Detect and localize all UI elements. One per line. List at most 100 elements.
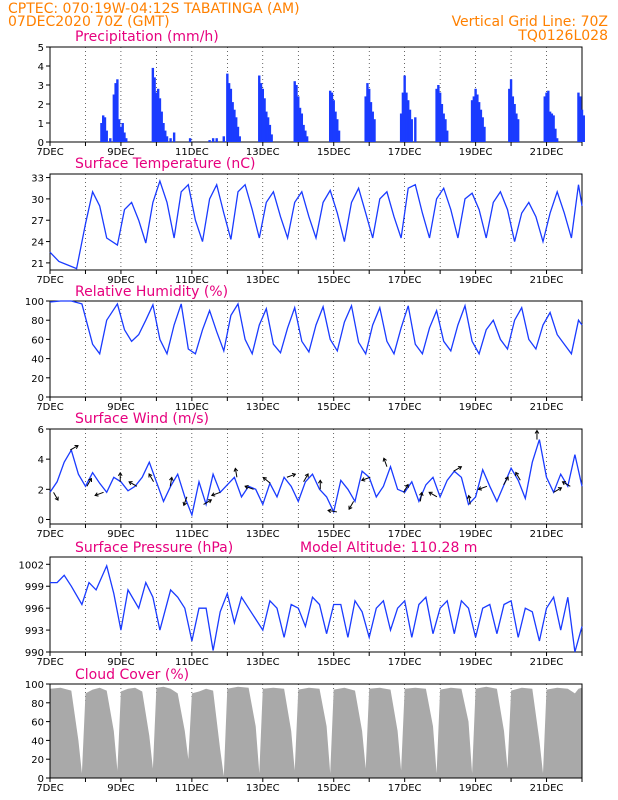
wind-arrow <box>203 499 212 505</box>
precip-ytick-label: 2 <box>38 100 44 111</box>
precip-bar <box>155 92 158 142</box>
pressure-title: Surface Pressure (hPa) <box>75 540 233 556</box>
pressure-xtick-label: 19DEC <box>459 657 493 668</box>
wind-arrowhead <box>94 492 99 497</box>
wind-arrowhead <box>360 477 366 482</box>
panel-cloud-cover: Cloud Cover (%) 0 20 40 60 80 100 7DEC 9DEC 11DE… <box>25 667 583 794</box>
wind-arrowhead <box>233 467 239 472</box>
precip-xtick-label: 15DEC <box>317 147 351 158</box>
precip-bar <box>328 90 332 142</box>
precip-bar <box>401 92 405 142</box>
precip-xtick-label: 11DEC <box>175 147 209 158</box>
temperature-ytick-label: 21 <box>31 259 44 270</box>
wind-xtick-label: 19DEC <box>459 529 493 540</box>
wind-arrow <box>468 495 471 505</box>
wind-arrowhead <box>304 473 309 478</box>
humidity-xtick-label: 13DEC <box>246 402 280 413</box>
wind-arrowhead <box>291 472 297 478</box>
precip-bar <box>414 117 417 142</box>
wind-arrow <box>383 458 388 467</box>
temperature-title: Surface Temperature (nC) <box>75 156 256 172</box>
precip-bar <box>479 109 483 142</box>
precip-bar <box>440 104 444 142</box>
temperature-series-line <box>49 179 583 270</box>
temperature-xtick-label: 15DEC <box>317 275 351 286</box>
precip-bar <box>270 134 273 142</box>
precip-bar <box>259 83 263 142</box>
wind-arrowhead <box>561 481 567 486</box>
wind-series-line <box>49 439 583 518</box>
pressure-xtick-label: 9DEC <box>107 657 134 668</box>
wind-ytick-label: 0 <box>38 515 44 526</box>
wind-arrowhead <box>74 444 79 449</box>
cloud-cover-title: Cloud Cover (%) <box>75 667 189 683</box>
precip-bar <box>516 119 520 142</box>
precip-bar <box>474 88 477 142</box>
wind-arrow <box>303 473 309 483</box>
wind-xtick-label: 11DEC <box>175 529 209 540</box>
wind-ytick-label: 4 <box>38 455 44 466</box>
precip-bar <box>297 96 300 142</box>
precipitation-title: Precipitation (mm/h) <box>75 29 219 45</box>
precip-bar <box>373 119 376 142</box>
wind-arrow <box>244 485 254 490</box>
precip-bar <box>403 75 406 142</box>
precip-bar <box>580 109 584 142</box>
cloud-cover-area <box>50 686 582 778</box>
temperature-ytick-label: 24 <box>31 238 44 249</box>
precip-bar <box>100 123 103 142</box>
wind-arrowhead <box>262 476 267 481</box>
precip-bar <box>302 124 305 142</box>
humidity-xtick-label: 17DEC <box>388 402 422 413</box>
pressure-xtick-label: 13DEC <box>246 657 280 668</box>
wind-frame <box>49 428 583 525</box>
humidity-ytick-label: 60 <box>31 335 44 346</box>
precip-bar <box>125 138 128 142</box>
cloud-xtick-label: 19DEC <box>459 783 493 794</box>
wind-arrow <box>503 476 509 486</box>
precip-xtick-label: 9DEC <box>107 147 134 158</box>
header-run-date: 07DEC2020 70Z (GMT) <box>8 14 170 30</box>
precip-bar <box>112 94 116 142</box>
wind-arrowhead <box>419 491 424 496</box>
precip-bar <box>235 117 238 142</box>
precip-bar <box>508 88 511 142</box>
temperature-xtick-label: 7DEC <box>36 275 63 286</box>
precip-bar <box>222 136 225 142</box>
cloud-xtick-label: 13DEC <box>246 783 280 794</box>
precip-bar <box>582 115 585 142</box>
temperature-ytick-label: 27 <box>31 216 44 227</box>
precip-bar <box>577 92 580 142</box>
cloud-xtick-label: 7DEC <box>36 783 63 794</box>
precip-bar <box>399 113 403 142</box>
precip-ytick-label: 0 <box>38 138 44 149</box>
precip-bar <box>336 119 339 142</box>
precip-bar <box>169 138 172 142</box>
pressure-ytick-label: 999 <box>25 582 44 593</box>
wind-arrowhead <box>404 483 409 489</box>
wind-arrow <box>286 473 296 478</box>
cloud-frame-top <box>49 683 583 779</box>
wind-xtick-label: 9DEC <box>107 529 134 540</box>
wind-xtick-label: 17DEC <box>388 529 422 540</box>
precip-bar <box>446 130 449 142</box>
cloud-ytick-label: 100 <box>25 680 44 691</box>
wind-arrow <box>327 509 338 513</box>
humidity-ytick-label: 20 <box>31 374 44 385</box>
wind-plot: 0 2 4 6 7DEC 9DEC 11DEC 13DEC 15DEC 17DEC 19DEC 21D… <box>36 425 583 540</box>
wind-arrowhead <box>534 429 540 434</box>
precip-bar <box>164 130 167 142</box>
wind-arrow <box>211 491 221 496</box>
humidity-xtick-label: 7DEC <box>36 402 63 413</box>
humidity-frame <box>49 300 583 398</box>
precip-bar <box>123 132 126 142</box>
wind-title: Surface Wind (m/s) <box>75 411 209 427</box>
cloud-xtick-label: 21DEC <box>530 783 564 794</box>
wind-arrowhead <box>88 477 93 483</box>
precip-bar <box>162 123 165 142</box>
cloud-xtick-label: 17DEC <box>388 783 422 794</box>
precip-bar <box>543 96 546 142</box>
precip-bar <box>477 102 481 142</box>
precip-bar <box>266 117 270 142</box>
precip-bar <box>332 100 335 142</box>
